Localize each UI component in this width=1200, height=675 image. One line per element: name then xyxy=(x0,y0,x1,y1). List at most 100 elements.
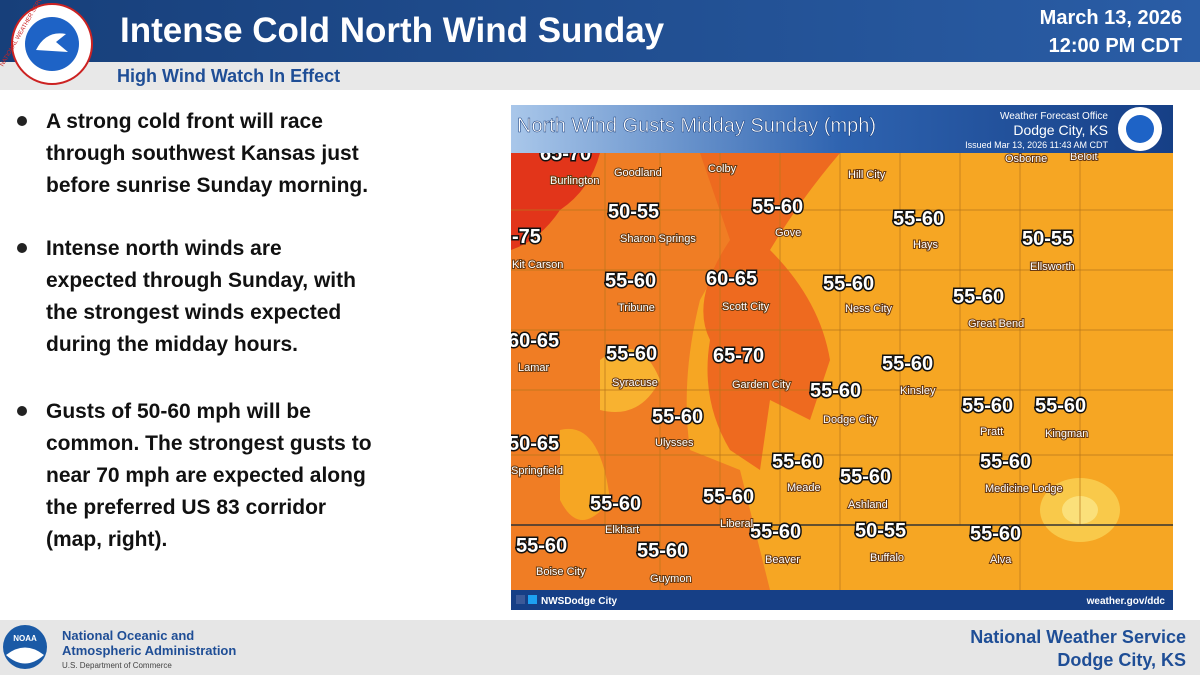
gust-label: 55-60 xyxy=(590,493,641,515)
town-label: Garden City xyxy=(732,379,791,391)
gust-label: 65-70 xyxy=(540,143,591,165)
gust-label: 60-65 xyxy=(508,330,559,352)
town-label: Springfield xyxy=(511,465,563,477)
town-label: Beloit xyxy=(1070,151,1098,163)
bullet-line: A strong cold front will race xyxy=(46,110,323,133)
footer-bar xyxy=(0,620,1200,675)
town-label: Lamar xyxy=(518,362,550,374)
bullet-line: the preferred US 83 corridor xyxy=(46,496,326,519)
facebook-icon xyxy=(516,595,525,604)
bullet-line: through southwest Kansas just xyxy=(46,142,359,165)
gust-label: 55-60 xyxy=(970,523,1021,545)
gust-label: 65-70 xyxy=(713,345,764,367)
office-line1: National Weather Service xyxy=(970,627,1186,647)
bullet-dot xyxy=(17,243,27,253)
gust-label: 55-60 xyxy=(840,466,891,488)
town-label: Tribune xyxy=(618,302,655,314)
town-label: Kinsley xyxy=(900,385,936,397)
bullet-line: during the midday hours. xyxy=(46,333,298,356)
department: U.S. Department of Commerce xyxy=(62,661,172,670)
gust-label: 55-60 xyxy=(637,540,688,562)
gust-label: 60-65 xyxy=(706,268,757,290)
gust-label: 50-55 xyxy=(1022,228,1073,250)
town-label: Gove xyxy=(775,227,801,239)
town-label: Pratt xyxy=(980,426,1003,438)
town-label: Great Bend xyxy=(968,318,1024,330)
bullet-line: Intense north winds are xyxy=(46,237,282,260)
bullet-line: Gusts of 50-60 mph will be xyxy=(46,400,311,423)
gust-label: 55-60 xyxy=(652,406,703,428)
town-label: Goodland xyxy=(614,167,662,179)
gust-label: 55-60 xyxy=(752,196,803,218)
map-logo-inner xyxy=(1126,115,1154,143)
town-label: Alva xyxy=(990,554,1012,566)
gust-label: 55-60 xyxy=(605,270,656,292)
town-label: Elkhart xyxy=(605,524,639,536)
town-label: Ulysses xyxy=(655,437,694,449)
title: Intense Cold North Wind Sunday xyxy=(120,11,665,50)
town-label: Hill City xyxy=(848,169,886,181)
twitter-icon xyxy=(528,595,537,604)
gust-label: 55-60 xyxy=(772,451,823,473)
office-line2: Dodge City, KS xyxy=(1057,650,1186,670)
bullet-line: near 70 mph are expected along xyxy=(46,464,366,487)
agency-line2: Atmospheric Administration xyxy=(62,643,236,658)
town-label: Medicine Lodge xyxy=(985,483,1063,495)
gust-label: 55-60 xyxy=(882,353,933,375)
bullet-line: common. The strongest gusts to xyxy=(46,432,372,455)
bullet-dot xyxy=(17,116,27,126)
date: March 13, 2026 xyxy=(1040,7,1182,29)
town-label: Guymon xyxy=(650,573,692,585)
bullet-line: (map, right). xyxy=(46,528,167,551)
town-label: Meade xyxy=(787,482,821,494)
town-label: Syracuse xyxy=(612,377,658,389)
map-office: Weather Forecast Office xyxy=(1000,111,1108,122)
bullet-line: before sunrise Sunday morning. xyxy=(46,174,368,197)
town-label: Beaver xyxy=(765,554,800,566)
bullet-line: the strongest winds expected xyxy=(46,301,341,324)
subtitle-bar xyxy=(0,62,1200,90)
gust-label: 55-60 xyxy=(703,486,754,508)
town-label: Osborne xyxy=(1005,153,1047,165)
gust-label: 55-60 xyxy=(980,451,1031,473)
gust-label: 50-65 xyxy=(508,433,559,455)
town-label: Boise City xyxy=(536,566,586,578)
town-label: Burlington xyxy=(550,175,600,187)
gust-label: 55-60 xyxy=(962,395,1013,417)
agency-line1: National Oceanic and xyxy=(62,628,194,643)
gust-label: 55-60 xyxy=(823,273,874,295)
town-label: Buffalo xyxy=(870,552,904,564)
town-label: Sharon Springs xyxy=(620,233,696,245)
town-label: Scott City xyxy=(722,301,770,313)
bullet-dot xyxy=(17,406,27,416)
gust-label: 55-60 xyxy=(810,380,861,402)
gust-label: 55-60 xyxy=(516,535,567,557)
gust-label: 55-60 xyxy=(750,521,801,543)
town-label: Liberal xyxy=(720,518,753,530)
subtitle: High Wind Watch In Effect xyxy=(117,66,340,86)
town-label: Ashland xyxy=(848,499,888,511)
map-issued: Issued Mar 13, 2026 11:43 AM CDT xyxy=(965,140,1108,150)
gust-label: 55-60 xyxy=(832,133,883,155)
gust-label: 55-60 xyxy=(953,286,1004,308)
gust-label: 50-55 xyxy=(855,520,906,542)
gust-label: -75 xyxy=(512,226,541,248)
bullet-line: expected through Sunday, with xyxy=(46,269,356,292)
website: weather.gov/ddc xyxy=(1086,596,1166,607)
wind-map: 65-70 55-60 55-60 -75 50-55 55-60 55-60 50-55 55… xyxy=(508,105,1173,610)
town-label: Ness City xyxy=(845,303,893,315)
town-label: Kingman xyxy=(1045,428,1088,440)
gust-label: 55-60 xyxy=(893,208,944,230)
gust-label: 55-60 xyxy=(615,133,666,155)
noaa-logo-wave xyxy=(6,647,44,664)
town-label: Ellsworth xyxy=(1030,261,1075,273)
town-label: Dodge City xyxy=(823,414,878,426)
bullet-list: A strong cold front will race through sou… xyxy=(17,110,372,551)
gust-label: 55-60 xyxy=(1035,395,1086,417)
town-label: Hays xyxy=(913,239,939,251)
gust-label: 50-55 xyxy=(608,201,659,223)
noaa-text: NOAA xyxy=(13,634,37,643)
gust-label: 55-60 xyxy=(606,343,657,365)
town-label: Kit Carson xyxy=(512,259,563,271)
town-label: Colby xyxy=(708,163,737,175)
